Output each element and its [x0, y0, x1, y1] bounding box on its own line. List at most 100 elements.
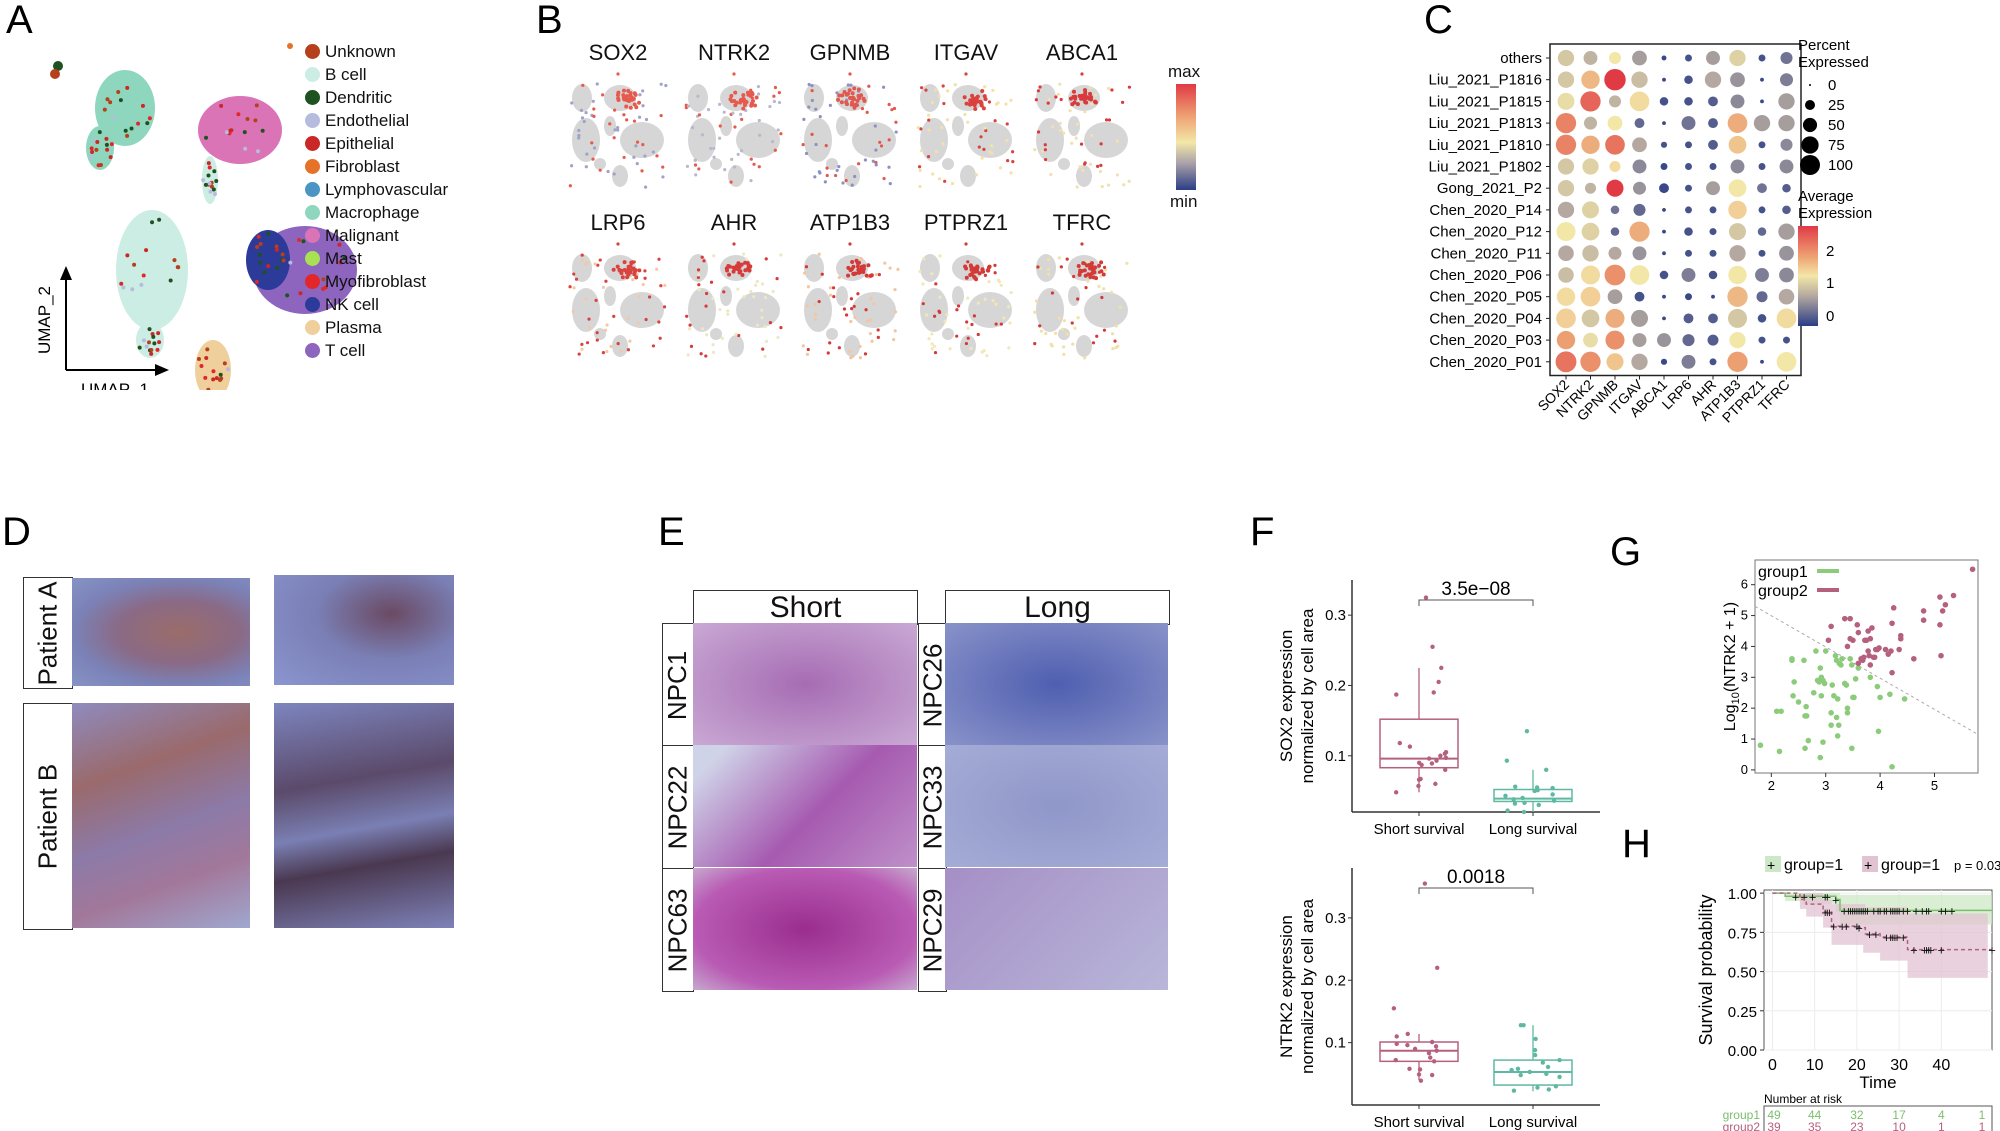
box-plot-ntrk2: 0.1 0.2 0.3 Short survival Long survival 0.00…: [1277, 867, 1600, 1131]
scatter-point: [1901, 696, 1908, 702]
scatter-point: [1855, 660, 1862, 667]
scatter-point: [1869, 625, 1875, 631]
scatter-point: [1817, 665, 1824, 671]
dotplot-dot: [1662, 77, 1666, 82]
dotplot-dot: [1607, 289, 1623, 305]
dotplot-dot: [1631, 353, 1648, 370]
scatter-point: [1937, 594, 1943, 600]
scatter-point: [1890, 605, 1897, 611]
scatter-point: [1867, 635, 1874, 642]
dotplot-dot: [1555, 134, 1577, 155]
scatter-point: [1844, 705, 1851, 711]
svg-text:0: 0: [1768, 1057, 1777, 1074]
svg-text:+: +: [1843, 919, 1851, 934]
svg-text:0.00: 0.00: [1728, 1043, 1757, 1060]
svg-text:5: 5: [1741, 608, 1748, 623]
dotplot-dot: [1634, 118, 1645, 129]
dotplot-dot: [1662, 229, 1666, 234]
dotplot-dot: [1728, 223, 1747, 241]
svg-text:+: +: [1862, 903, 1870, 918]
dotplot-dot: [1708, 96, 1718, 107]
gene-title: AHR: [710, 210, 758, 235]
svg-text:+: +: [1883, 903, 1891, 918]
svg-text:4: 4: [1741, 638, 1748, 653]
svg-text:+: +: [1872, 927, 1880, 942]
svg-text:+: +: [1923, 903, 1931, 918]
dotplot-dot: [1557, 92, 1575, 110]
gene-title: LRP6: [590, 210, 646, 235]
scatter-point: [1844, 710, 1851, 716]
legend-label: Unknown: [325, 41, 396, 61]
dotplot-dot: [1580, 91, 1601, 112]
legend-swatch-icon: [305, 274, 320, 289]
svg-text:Log10(NTRK2 + 1): Log10(NTRK2 + 1): [1722, 602, 1742, 731]
row-label-text: NPC33: [917, 765, 948, 849]
svg-text:Average: Average: [1798, 188, 1854, 205]
legend-label: Endothelial: [325, 110, 410, 130]
expression-colorbar: [1176, 84, 1196, 190]
svg-text:1: 1: [1741, 731, 1748, 746]
scatter-point: [1813, 648, 1819, 654]
dotplot-row-label: Gong_2021_P2: [1437, 180, 1542, 197]
svg-text:30: 30: [1890, 1057, 1908, 1074]
dotplot-dot: [1557, 158, 1575, 175]
dotplot-dot: [1660, 358, 1668, 365]
legend-item: Unknown: [305, 40, 448, 63]
scatter-point: [1795, 699, 1802, 705]
svg-text:50: 50: [1828, 117, 1845, 134]
row-label-npc63: NPC63: [662, 868, 694, 992]
svg-text:+: +: [1938, 943, 1946, 958]
dotplot-dot: [1585, 182, 1596, 194]
dotplot-dot: [1556, 308, 1576, 329]
dotplot-dot: [1557, 180, 1575, 197]
svg-text:+: +: [1948, 903, 1956, 918]
feature-plot-ptprz1: PTPRZ1: [908, 210, 1024, 380]
svg-text:+: +: [1809, 889, 1817, 904]
dotplot-dot: [1727, 113, 1748, 133]
dotplot-dot: [1758, 206, 1766, 214]
scatter-point: [1773, 708, 1780, 715]
scatter-point: [1867, 662, 1874, 668]
scatter-point: [1778, 708, 1784, 715]
dotplot-dot: [1606, 353, 1624, 371]
dotplot-dot: [1706, 51, 1720, 65]
dotplot-dot: [1760, 77, 1764, 82]
scatter-point: [1834, 696, 1841, 702]
dotplot-dot: [1779, 245, 1794, 261]
svg-text:0: 0: [1826, 308, 1834, 325]
dotplot-dot: [1629, 265, 1650, 285]
dotplot-dot: [1779, 73, 1794, 87]
dotplot-dot: [1661, 55, 1667, 61]
mini-umap: [801, 72, 898, 187]
svg-text:+: +: [1893, 930, 1901, 945]
dotplot-dot: [1662, 121, 1666, 126]
svg-text:+: +: [1891, 930, 1899, 945]
panel-letter-h: H: [1622, 822, 1651, 866]
legend-swatch-icon: [305, 67, 320, 82]
row-label-npc22: NPC22: [662, 745, 694, 869]
dotplot-dot: [1709, 228, 1717, 236]
legend-swatch-icon: [305, 251, 320, 266]
gene-title: GPNMB: [809, 40, 891, 65]
svg-text:100: 100: [1828, 157, 1853, 174]
dotplot-dot: [1632, 50, 1647, 66]
legend-item: Epithelial: [305, 132, 448, 155]
ish-image-npc1: [693, 623, 917, 745]
dotplot-dot: [1607, 115, 1623, 131]
mini-umap: [568, 242, 667, 357]
risk-value: 1: [1938, 1120, 1945, 1131]
row-label-npc26: NPC26: [917, 623, 947, 747]
svg-text:+: +: [1893, 903, 1901, 918]
legend-item: Macrophage: [305, 201, 448, 224]
dotplot-dot: [1580, 351, 1601, 372]
svg-text:group2: group2: [1758, 583, 1808, 600]
scatter-point: [1889, 620, 1895, 627]
risk-value: 1: [1979, 1108, 1986, 1122]
svg-text:+: +: [1889, 930, 1897, 945]
svg-text:group=1: group=1: [1784, 857, 1843, 874]
dotplot-dot: [1776, 351, 1797, 372]
dotplot-dot: [1757, 183, 1767, 194]
svg-text:SOX2 expression: SOX2 expression: [1277, 630, 1296, 762]
dotplot-dot: [1632, 159, 1647, 174]
scatter-point: [1776, 748, 1783, 755]
